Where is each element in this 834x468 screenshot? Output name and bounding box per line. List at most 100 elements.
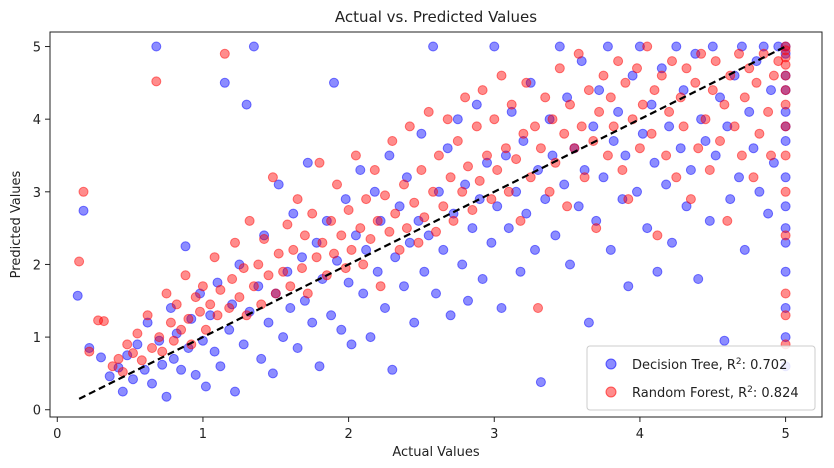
scatter-point-series-0-113 xyxy=(515,266,526,277)
scatter-point-series-1-152 xyxy=(652,230,663,241)
scatter-point-series-0-181 xyxy=(763,208,774,219)
scatter-point-series-0-51 xyxy=(288,208,299,219)
scatter-point-series-1-150 xyxy=(646,128,657,139)
scatter-point-series-1-47 xyxy=(270,288,281,299)
scatter-point-series-0-68 xyxy=(350,230,361,241)
scatter-point-series-1-91 xyxy=(431,226,441,237)
scatter-point-series-0-1 xyxy=(78,205,89,216)
scatter-point-series-0-199 xyxy=(780,223,791,234)
scatter-point-series-0-53 xyxy=(297,252,307,263)
y-tick-label-3: 3 xyxy=(33,186,41,201)
scatter-point-series-0-173 xyxy=(734,172,744,183)
scatter-point-series-0-119 xyxy=(535,377,546,388)
scatter-point-series-0-132 xyxy=(583,317,594,328)
scatter-point-series-0-140 xyxy=(613,106,624,117)
scatter-point-series-1-157 xyxy=(671,172,682,183)
scatter-point-series-1-173 xyxy=(729,121,740,132)
scatter-point-series-0-21 xyxy=(180,241,191,252)
scatter-point-series-0-153 xyxy=(661,179,672,190)
scatter-point-series-1-75 xyxy=(372,215,383,226)
scatter-point-series-1-25 xyxy=(190,292,201,303)
scatter-point-series-0-58 xyxy=(314,361,325,372)
scatter-point-series-1-41 xyxy=(248,281,259,292)
scatter-point-series-1-29 xyxy=(205,299,216,310)
scatter-point-series-1-160 xyxy=(681,63,692,74)
scatter-point-series-0-180 xyxy=(758,41,769,52)
scatter-point-series-0-150 xyxy=(649,157,660,168)
scatter-point-series-0-139 xyxy=(608,136,619,146)
scatter-point-series-1-28 xyxy=(200,324,211,335)
scatter-point-series-0-77 xyxy=(384,150,395,161)
scatter-point-series-0-37 xyxy=(238,339,249,350)
scatter-point-series-1-165 xyxy=(700,114,711,125)
scatter-point-series-1-79 xyxy=(387,136,398,146)
scatter-point-series-0-155 xyxy=(667,237,677,248)
scatter-point-series-1-191 xyxy=(780,85,791,96)
scatter-point-series-0-151 xyxy=(652,266,663,277)
scatter-point-series-0-107 xyxy=(492,201,503,212)
scatter-point-series-0-84 xyxy=(409,317,420,328)
x-tick-label-4: 4 xyxy=(636,427,644,442)
scatter-point-series-1-132 xyxy=(579,172,590,183)
scatter-point-series-1-109 xyxy=(496,70,507,81)
scatter-point-series-1-148 xyxy=(637,99,648,110)
scatter-point-series-1-15 xyxy=(154,332,165,343)
scatter-point-series-0-101 xyxy=(471,99,482,110)
scatter-point-series-0-117 xyxy=(530,244,540,255)
scatter-point-series-1-33 xyxy=(219,48,230,59)
scatter-point-series-1-52 xyxy=(288,244,299,255)
x-tick-label-0: 0 xyxy=(53,427,61,442)
scatter-point-series-0-193 xyxy=(780,303,791,313)
scatter-point-series-0-176 xyxy=(744,106,755,117)
scatter-point-series-1-190 xyxy=(780,70,791,81)
scatter-point-series-1-55 xyxy=(299,230,310,241)
scatter-point-series-0-18 xyxy=(168,353,179,364)
scatter-point-series-0-179 xyxy=(754,186,765,197)
scatter-point-series-1-56 xyxy=(302,288,313,299)
scatter-point-series-0-131 xyxy=(579,165,590,175)
scatter-point-series-0-56 xyxy=(307,317,318,328)
scatter-point-series-0-174 xyxy=(736,41,747,52)
scatter-point-series-1-135 xyxy=(591,223,602,234)
scatter-point-series-0-166 xyxy=(707,41,718,52)
scatter-point-series-0-47 xyxy=(273,179,284,190)
scatter-point-series-1-182 xyxy=(763,106,774,117)
x-tick-label-3: 3 xyxy=(490,427,498,442)
scatter-point-series-0-31 xyxy=(215,361,226,372)
scatter-point-series-0-71 xyxy=(361,244,372,255)
scatter-point-series-0-52 xyxy=(292,343,303,353)
scatter-point-series-0-102 xyxy=(474,194,485,205)
scatter-point-series-0-89 xyxy=(428,41,439,52)
scatter-point-series-0-45 xyxy=(267,368,278,379)
scatter-point-series-0-12 xyxy=(147,378,157,389)
scatter-point-series-1-21 xyxy=(176,324,187,335)
scatter-point-series-0-35 xyxy=(230,386,240,397)
chart-title: Actual vs. Predicted Values xyxy=(335,8,537,26)
scatter-point-series-1-0 xyxy=(74,256,85,267)
scatter-point-series-1-76 xyxy=(375,281,386,292)
scatter-point-series-0-20 xyxy=(176,364,187,375)
scatter-point-series-1-62 xyxy=(326,215,337,226)
scatter-point-series-1-197 xyxy=(780,288,791,299)
scatter-point-series-0-149 xyxy=(646,99,657,110)
scatter-point-series-1-51 xyxy=(285,281,296,292)
scatter-point-series-0-54 xyxy=(299,295,310,306)
scatter-point-series-1-78 xyxy=(384,226,395,237)
scatter-point-series-1-4 xyxy=(98,316,109,327)
scatter-point-series-0-92 xyxy=(438,244,449,255)
scatter-point-series-0-42 xyxy=(256,353,267,364)
scatter-point-series-1-58 xyxy=(311,252,322,263)
scatter-point-series-1-23 xyxy=(183,313,194,324)
scatter-point-series-0-111 xyxy=(506,106,517,117)
scatter-point-series-1-99 xyxy=(460,92,471,103)
scatter-point-series-1-102 xyxy=(471,121,482,132)
scatter-point-series-1-77 xyxy=(380,190,390,201)
scatter-point-series-1-138 xyxy=(602,150,613,161)
scatter-point-series-1-171 xyxy=(722,215,733,226)
scatter-point-series-1-85 xyxy=(409,197,420,208)
scatter-point-series-0-15 xyxy=(157,359,168,370)
scatter-point-series-1-156 xyxy=(667,56,677,67)
scatter-point-series-0-90 xyxy=(431,288,441,299)
scatter-point-series-0-33 xyxy=(224,324,235,335)
scatter-point-series-0-6 xyxy=(117,386,128,397)
